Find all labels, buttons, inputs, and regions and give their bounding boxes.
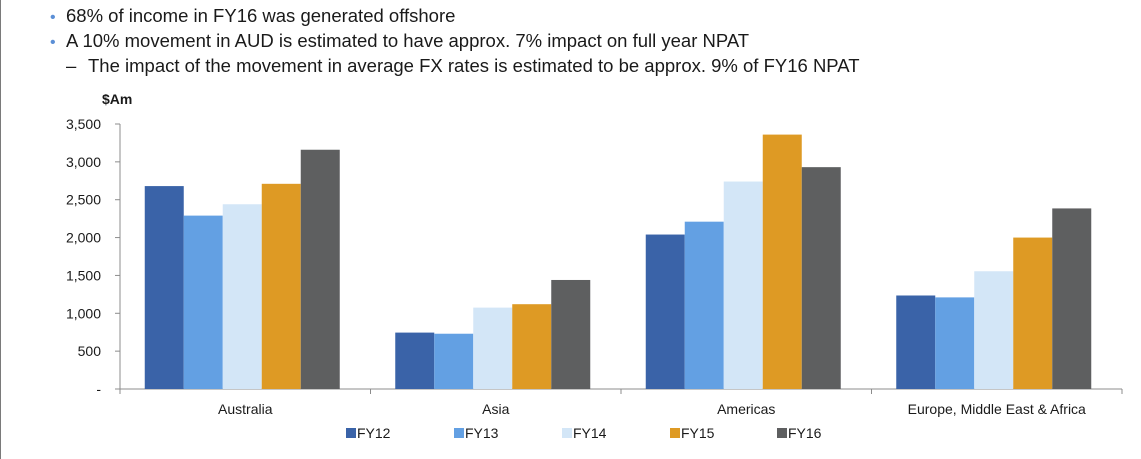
bullet-dot-icon: • [50, 9, 56, 26]
bar-fy16 [1052, 208, 1092, 389]
bar-fy13 [935, 297, 975, 389]
y-tick-label: 1,000 [66, 305, 101, 321]
y-tick-label: 500 [78, 343, 102, 359]
left-border [0, 0, 1, 459]
y-tick-label: 3,000 [66, 154, 101, 170]
bar-fy13 [434, 333, 474, 389]
sub-bullet-text: The impact of the movement in average FX… [88, 55, 860, 76]
legend-swatch-fy15 [670, 428, 680, 438]
legend-label: FY14 [573, 425, 607, 441]
x-tick-label: Americas [717, 401, 775, 417]
bar-fy12 [645, 234, 685, 389]
legend-label: FY15 [681, 425, 715, 441]
y-tick-label: 2,000 [66, 230, 101, 246]
y-axis-label: $Am [102, 91, 132, 107]
bar-fy15 [261, 183, 301, 389]
bar-fy14 [222, 204, 262, 389]
bar-fy12 [395, 332, 435, 389]
bar-fy12 [144, 186, 184, 389]
sub-bullet-item: – The impact of the movement in average F… [50, 54, 1130, 77]
bar-fy13 [183, 215, 223, 389]
bar-fy14 [723, 181, 763, 389]
bar-fy12 [896, 295, 936, 389]
bar-fy14 [473, 307, 513, 389]
bar-fy16 [551, 279, 591, 389]
legend-swatch-fy13 [454, 428, 464, 438]
legend-swatch-fy16 [777, 428, 787, 438]
x-tick-label: Asia [482, 401, 509, 417]
bar-fy16 [300, 149, 340, 389]
y-tick-label: 2,500 [66, 192, 101, 208]
bullet-item: • 68% of income in FY16 was generated off… [50, 4, 1130, 29]
y-tick-label: 1,500 [66, 267, 101, 283]
y-tick-label: - [96, 381, 101, 397]
legend-swatch-fy14 [562, 428, 572, 438]
x-tick-label: Europe, Middle East & Africa [908, 401, 1086, 417]
bar-fy14 [974, 271, 1014, 389]
legend-label: FY13 [465, 425, 499, 441]
legend-swatch-fy12 [346, 428, 356, 438]
legend-label: FY12 [357, 425, 391, 441]
bullet-item: • A 10% movement in AUD is estimated to h… [50, 29, 1130, 54]
bar-fy15 [1013, 237, 1053, 389]
bar-fy16 [801, 167, 841, 389]
bullet-dot-icon: • [50, 34, 56, 51]
bullet-text: 68% of income in FY16 was generated offs… [66, 5, 456, 26]
bar-fy15 [512, 304, 552, 389]
bar-fy15 [762, 134, 802, 389]
bar-fy13 [684, 221, 724, 389]
bullet-text: A 10% movement in AUD is estimated to ha… [66, 30, 750, 51]
legend-label: FY16 [788, 425, 822, 441]
sub-bullet-dash: – [66, 55, 77, 76]
y-tick-label: 3,500 [66, 116, 101, 132]
x-tick-label: Australia [218, 401, 273, 417]
bullet-list: • 68% of income in FY16 was generated off… [50, 4, 1130, 77]
